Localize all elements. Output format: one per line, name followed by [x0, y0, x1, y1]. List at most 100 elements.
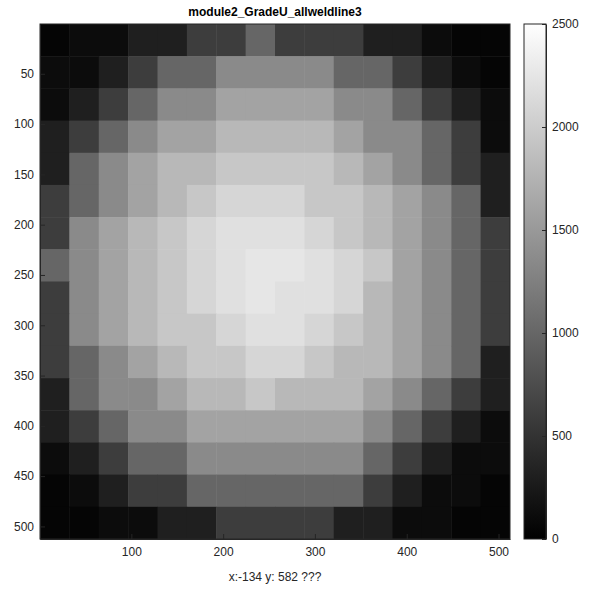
heatmap-cell — [363, 378, 393, 411]
tick-mark — [40, 325, 45, 326]
heatmap-cell — [393, 475, 423, 508]
heatmap-cell — [393, 56, 423, 89]
heatmap-cell — [451, 24, 481, 57]
heatmap-cell — [304, 475, 334, 508]
tick: 500 — [489, 534, 509, 559]
heatmap-cell — [69, 507, 99, 539]
heatmap-cell — [481, 24, 510, 57]
heatmap-cell — [40, 475, 70, 508]
heatmap-cell — [216, 249, 246, 282]
heatmap-cell — [334, 249, 364, 282]
heatmap-cell — [246, 410, 276, 443]
tick-label: 1000 — [552, 326, 579, 340]
heatmap-cell — [246, 507, 276, 539]
heatmap-cell — [158, 185, 188, 218]
heatmap-cell — [187, 121, 217, 154]
axis-line — [40, 25, 41, 540]
heatmap-cell — [187, 507, 217, 539]
tick-label: 300 — [14, 319, 34, 333]
heatmap-cell — [304, 88, 334, 121]
heatmap-cell — [158, 507, 188, 539]
axis-line — [41, 539, 511, 540]
heatmap-cell — [304, 346, 334, 379]
tick-label: 150 — [14, 168, 34, 182]
heatmap-cell — [40, 249, 70, 282]
heatmap-cell — [99, 121, 129, 154]
heatmap-cell — [275, 410, 305, 443]
x-axis: 100200300400500 — [41, 534, 511, 559]
heatmap-cell — [304, 121, 334, 154]
heatmap-cell — [451, 410, 481, 443]
heatmap-cell — [334, 88, 364, 121]
tick-label: 50 — [21, 67, 35, 81]
tick-label: 0 — [552, 532, 559, 546]
heatmap-cell — [99, 24, 129, 57]
heatmap-cell — [187, 442, 217, 475]
heatmap-cell — [481, 410, 510, 443]
heatmap-cell — [216, 314, 246, 347]
heatmap-cell — [363, 24, 393, 57]
heatmap-cell — [334, 217, 364, 250]
heatmap-cell — [422, 56, 452, 89]
heatmap-cell — [451, 217, 481, 250]
heatmap-cell — [246, 442, 276, 475]
heatmap-cell — [363, 282, 393, 315]
heatmap-cell — [451, 249, 481, 282]
heatmap-cell — [481, 475, 510, 508]
tick-mark — [40, 225, 45, 226]
heatmap-cell — [99, 507, 129, 539]
tick-label: 250 — [14, 268, 34, 282]
heatmap-cell — [334, 121, 364, 154]
heatmap-cell — [246, 249, 276, 282]
heatmap-cell — [451, 88, 481, 121]
heatmap-cell — [158, 442, 188, 475]
heatmap-cell — [216, 346, 246, 379]
tick: 300 — [305, 534, 325, 559]
heatmap-cell — [334, 378, 364, 411]
heatmap-cell — [246, 282, 276, 315]
heatmap-cell — [275, 56, 305, 89]
heatmap-cell — [158, 346, 188, 379]
heatmap-cell — [481, 249, 510, 282]
heatmap-cell — [304, 56, 334, 89]
heatmap-cell — [393, 185, 423, 218]
heatmap-cell — [40, 24, 70, 57]
x-axis-title: x:-134 y: 582 ??? — [229, 570, 322, 584]
heatmap-cell — [363, 249, 393, 282]
tick-label: 100 — [122, 545, 142, 559]
tick: 200 — [14, 218, 45, 232]
heatmap-cell — [393, 314, 423, 347]
heatmap-cell — [304, 282, 334, 315]
heatmap-cell — [216, 121, 246, 154]
heatmap-cell — [393, 282, 423, 315]
heatmap-cell — [158, 88, 188, 121]
heatmap-cell — [422, 249, 452, 282]
heatmap-cell — [128, 56, 158, 89]
heatmap-cell — [275, 314, 305, 347]
tick-label: 200 — [14, 218, 34, 232]
heatmap-cell — [246, 24, 276, 57]
heatmap-cell — [481, 314, 510, 347]
heatmap-cell — [246, 121, 276, 154]
heatmap-cell — [275, 282, 305, 315]
heatmap-cell — [99, 410, 129, 443]
heatmap-cell — [363, 121, 393, 154]
tick-mark — [40, 275, 45, 276]
heatmap-cell — [481, 442, 510, 475]
heatmap-cell — [334, 153, 364, 186]
heatmap-cell — [304, 507, 334, 539]
heatmap-cell — [128, 410, 158, 443]
heatmap-cell — [216, 217, 246, 250]
heatmap-cell — [128, 282, 158, 315]
heatmap-cell — [275, 475, 305, 508]
heatmap-cell — [187, 88, 217, 121]
heatmap-cell — [40, 88, 70, 121]
heatmap-cell — [246, 475, 276, 508]
heatmap-cell — [128, 121, 158, 154]
heatmap-cell — [275, 249, 305, 282]
heatmap-cell — [481, 185, 510, 218]
tick: 350 — [14, 369, 45, 383]
tick-mark — [40, 376, 45, 377]
heatmap-cell — [216, 153, 246, 186]
tick: 50 — [21, 67, 45, 81]
